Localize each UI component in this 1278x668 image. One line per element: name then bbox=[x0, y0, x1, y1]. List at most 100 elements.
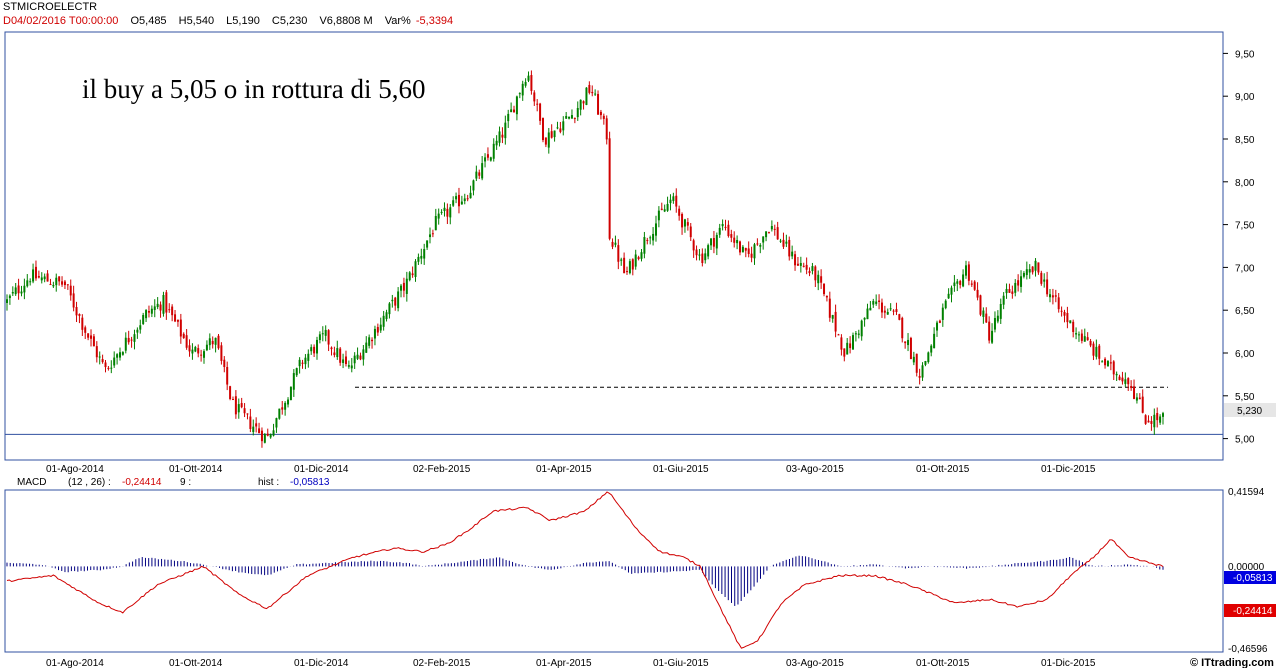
candle-body bbox=[179, 319, 182, 337]
candle-body bbox=[365, 342, 368, 353]
candle-body bbox=[1077, 334, 1080, 336]
candle-body bbox=[116, 354, 119, 358]
candle-body bbox=[203, 351, 206, 358]
candle-body bbox=[304, 357, 307, 365]
header-var-label: Var% bbox=[384, 15, 411, 27]
candle-body bbox=[620, 259, 623, 261]
candle-body bbox=[930, 345, 933, 353]
candle-body bbox=[469, 192, 472, 199]
candle-body bbox=[646, 239, 649, 241]
candle-body bbox=[576, 107, 579, 118]
annotation-text: il buy a 5,05 o in rottura di 5,60 bbox=[82, 74, 425, 104]
candle-body bbox=[443, 207, 446, 211]
candle-body bbox=[959, 281, 962, 285]
candle-body bbox=[759, 244, 762, 247]
x-tick-label: 01-Apr-2015 bbox=[536, 464, 592, 475]
candle-body bbox=[510, 109, 513, 113]
candle-body bbox=[811, 266, 814, 272]
x-tick-label: 01-Dic-2014 bbox=[294, 658, 349, 668]
candle-body bbox=[756, 243, 759, 245]
candle-body bbox=[808, 271, 811, 274]
candle-body bbox=[582, 101, 585, 104]
candle-body bbox=[611, 241, 614, 247]
candle-body bbox=[434, 216, 437, 231]
candle-body bbox=[791, 251, 794, 257]
candle-body bbox=[637, 257, 640, 260]
candle-body bbox=[1049, 294, 1052, 298]
candle-body bbox=[721, 223, 724, 227]
candle-body bbox=[289, 386, 292, 401]
candle-body bbox=[353, 355, 356, 364]
candle-body bbox=[284, 402, 287, 410]
candle-body bbox=[1086, 337, 1089, 341]
candle-body bbox=[428, 234, 431, 238]
candle-body bbox=[1106, 360, 1109, 367]
candle-body bbox=[1054, 295, 1057, 297]
candle-body bbox=[973, 281, 976, 290]
candle-body bbox=[498, 131, 501, 143]
candle-body bbox=[643, 237, 646, 254]
candle-body bbox=[678, 208, 681, 216]
candle-body bbox=[214, 337, 217, 345]
candle-body bbox=[455, 196, 458, 200]
candle-body bbox=[1089, 340, 1092, 346]
candlesticks bbox=[6, 70, 1164, 448]
candle-body bbox=[602, 115, 605, 119]
candle-body bbox=[243, 408, 246, 414]
candle-body bbox=[947, 293, 950, 299]
candle-body bbox=[556, 127, 559, 129]
candle-body bbox=[692, 240, 695, 251]
candle-body bbox=[6, 299, 8, 303]
candle-body bbox=[84, 327, 87, 333]
macd-line-box bbox=[1224, 604, 1276, 617]
candle-body bbox=[1135, 397, 1138, 401]
candle-body bbox=[124, 337, 127, 351]
candle-body bbox=[825, 295, 828, 298]
candle-body bbox=[851, 335, 854, 350]
candle-body bbox=[515, 96, 518, 115]
candle-body bbox=[536, 103, 539, 105]
price-tick-label: 5,00 bbox=[1235, 435, 1255, 446]
candle-body bbox=[915, 353, 918, 373]
candle-body bbox=[449, 207, 452, 218]
candle-body bbox=[55, 277, 58, 286]
candle-body bbox=[478, 172, 481, 176]
candle-body bbox=[168, 309, 171, 311]
last-price-label: 5,230 bbox=[1237, 406, 1262, 417]
candle-body bbox=[753, 244, 756, 259]
candle-body bbox=[405, 278, 408, 294]
candle-body bbox=[382, 315, 385, 327]
candle-body bbox=[249, 416, 252, 429]
candle-body bbox=[472, 180, 475, 191]
candle-body bbox=[321, 333, 324, 335]
candle-body bbox=[1118, 376, 1121, 380]
symbol-title: STMICROELECTR bbox=[3, 1, 106, 13]
candle-body bbox=[278, 408, 281, 419]
candle-body bbox=[666, 203, 669, 211]
candle-body bbox=[773, 228, 776, 230]
candle-body bbox=[799, 263, 802, 266]
candle-body bbox=[539, 103, 542, 121]
header-open: O5,485 bbox=[130, 15, 167, 27]
header-volume: V6,8808 M bbox=[319, 15, 373, 27]
candle-body bbox=[568, 116, 571, 119]
x-tick-label: 01-Ott-2014 bbox=[169, 464, 223, 475]
candle-body bbox=[1159, 416, 1162, 423]
candle-body bbox=[376, 327, 379, 333]
candle-body bbox=[347, 365, 350, 367]
candle-body bbox=[912, 356, 915, 363]
candle-body bbox=[133, 334, 136, 342]
candle-body bbox=[211, 340, 214, 345]
candle-body bbox=[200, 354, 203, 356]
candle-body bbox=[1072, 321, 1075, 333]
candle-body bbox=[956, 281, 959, 284]
candle-body bbox=[171, 306, 174, 316]
candle-body bbox=[1046, 279, 1049, 295]
candle-body bbox=[174, 314, 177, 322]
candle-body bbox=[707, 245, 710, 257]
candle-body bbox=[466, 198, 469, 200]
candle-body bbox=[101, 359, 104, 363]
candle-body bbox=[649, 237, 652, 239]
candle-body bbox=[1133, 386, 1136, 399]
